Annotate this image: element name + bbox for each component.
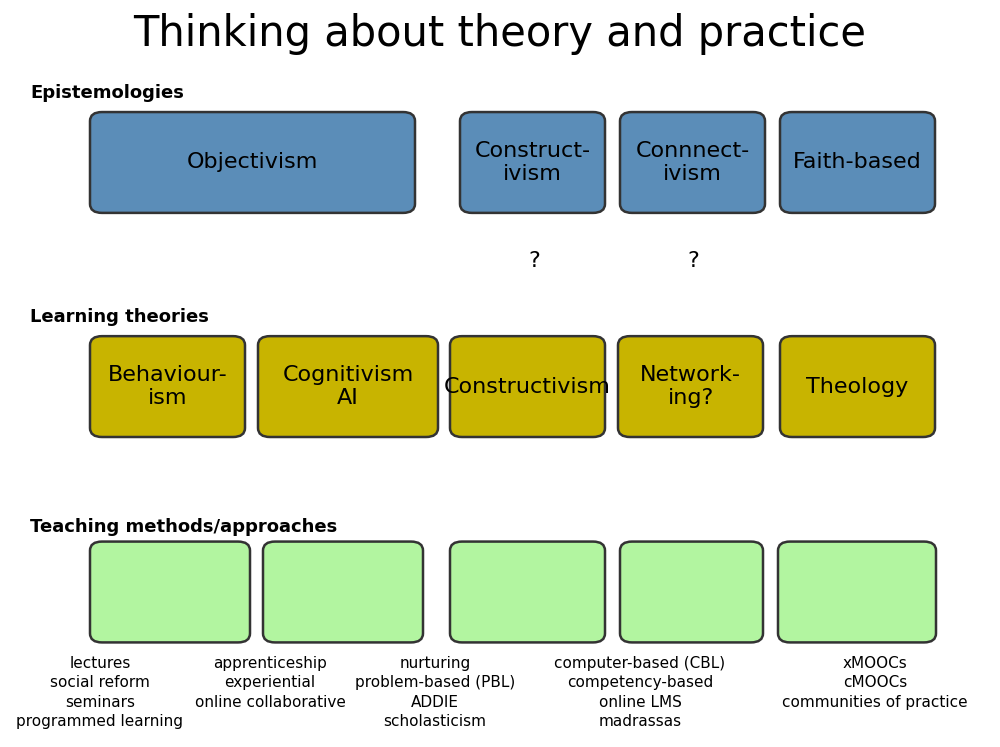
FancyBboxPatch shape	[620, 542, 763, 642]
Text: communities of practice: communities of practice	[782, 695, 968, 710]
FancyBboxPatch shape	[460, 112, 605, 213]
Text: seminars: seminars	[65, 695, 135, 710]
Text: programmed learning: programmed learning	[16, 714, 184, 729]
Text: Cognitivism
AI: Cognitivism AI	[282, 365, 414, 408]
FancyBboxPatch shape	[90, 336, 245, 437]
Text: scholasticism: scholasticism	[384, 714, 486, 729]
Text: Teaching methods/approaches: Teaching methods/approaches	[30, 518, 337, 536]
Text: Objectivism: Objectivism	[187, 152, 318, 173]
Text: computer-based (CBL): computer-based (CBL)	[554, 656, 726, 671]
Text: Learning theories: Learning theories	[30, 309, 209, 326]
Text: Faith-based: Faith-based	[793, 152, 922, 173]
FancyBboxPatch shape	[780, 336, 935, 437]
FancyBboxPatch shape	[780, 112, 935, 213]
Text: ?: ?	[687, 252, 699, 271]
Text: madrassas: madrassas	[598, 714, 682, 729]
FancyBboxPatch shape	[618, 336, 763, 437]
Text: nurturing: nurturing	[399, 656, 471, 671]
FancyBboxPatch shape	[263, 542, 423, 642]
FancyBboxPatch shape	[450, 542, 605, 642]
FancyBboxPatch shape	[258, 336, 438, 437]
Text: Connnect-
ivism: Connnect- ivism	[635, 141, 750, 184]
Text: online LMS: online LMS	[599, 695, 681, 710]
Text: apprenticeship: apprenticeship	[213, 656, 327, 671]
Text: Behaviour-
ism: Behaviour- ism	[108, 365, 227, 408]
Text: Theology: Theology	[806, 376, 909, 397]
Text: cMOOCs: cMOOCs	[843, 675, 907, 690]
FancyBboxPatch shape	[90, 112, 415, 213]
Text: Network-
ing?: Network- ing?	[640, 365, 741, 408]
FancyBboxPatch shape	[450, 336, 605, 437]
Text: Constructivism: Constructivism	[444, 376, 611, 397]
Text: problem-based (PBL): problem-based (PBL)	[355, 675, 515, 690]
Text: ADDIE: ADDIE	[411, 695, 459, 710]
Text: Epistemologies: Epistemologies	[30, 84, 184, 102]
Text: ?: ?	[528, 252, 540, 271]
FancyBboxPatch shape	[620, 112, 765, 213]
Text: competency-based: competency-based	[567, 675, 713, 690]
Text: Thinking about theory and practice: Thinking about theory and practice	[134, 13, 866, 55]
FancyBboxPatch shape	[778, 542, 936, 642]
FancyBboxPatch shape	[90, 542, 250, 642]
Text: social reform: social reform	[50, 675, 150, 690]
Text: xMOOCs: xMOOCs	[843, 656, 907, 671]
Text: Construct-
ivism: Construct- ivism	[474, 141, 591, 184]
Text: lectures: lectures	[69, 656, 131, 671]
Text: experiential: experiential	[224, 675, 316, 690]
Text: online collaborative: online collaborative	[195, 695, 345, 710]
